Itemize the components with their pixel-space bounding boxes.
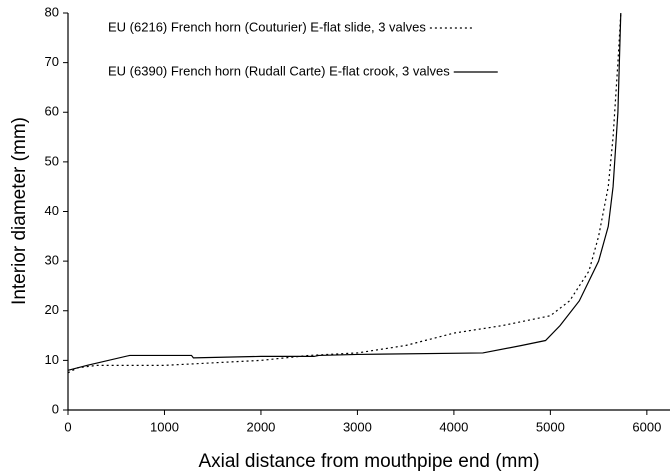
legend-label: EU (6216) French horn (Couturier) E-flat… bbox=[108, 19, 426, 34]
y-tick-label: 80 bbox=[45, 4, 59, 19]
y-tick-label: 60 bbox=[45, 104, 59, 119]
y-tick-label: 50 bbox=[45, 153, 59, 168]
y-axis-label: Interior diameter (mm) bbox=[9, 117, 30, 305]
x-tick-label: 2000 bbox=[246, 419, 275, 434]
series-line bbox=[67, 12, 622, 371]
x-tick-label: 0 bbox=[64, 419, 71, 434]
y-tick-label: 30 bbox=[45, 253, 59, 268]
y-tick-label: 20 bbox=[45, 302, 59, 317]
y-tick-label: 10 bbox=[45, 352, 59, 367]
legend-label: EU (6390) French horn (Rudall Carte) E-f… bbox=[108, 63, 450, 78]
x-tick-label: 3000 bbox=[343, 419, 372, 434]
x-tick-label: 1000 bbox=[150, 419, 179, 434]
x-tick-label: 6000 bbox=[632, 419, 661, 434]
x-tick-label: 5000 bbox=[536, 419, 565, 434]
series-line bbox=[67, 12, 622, 374]
x-tick-label: 4000 bbox=[439, 419, 468, 434]
y-tick-label: 0 bbox=[52, 401, 59, 416]
y-tick-label: 40 bbox=[45, 203, 59, 218]
x-axis-label: Axial distance from mouthpipe end (mm) bbox=[198, 451, 539, 472]
y-tick-label: 70 bbox=[45, 54, 59, 69]
